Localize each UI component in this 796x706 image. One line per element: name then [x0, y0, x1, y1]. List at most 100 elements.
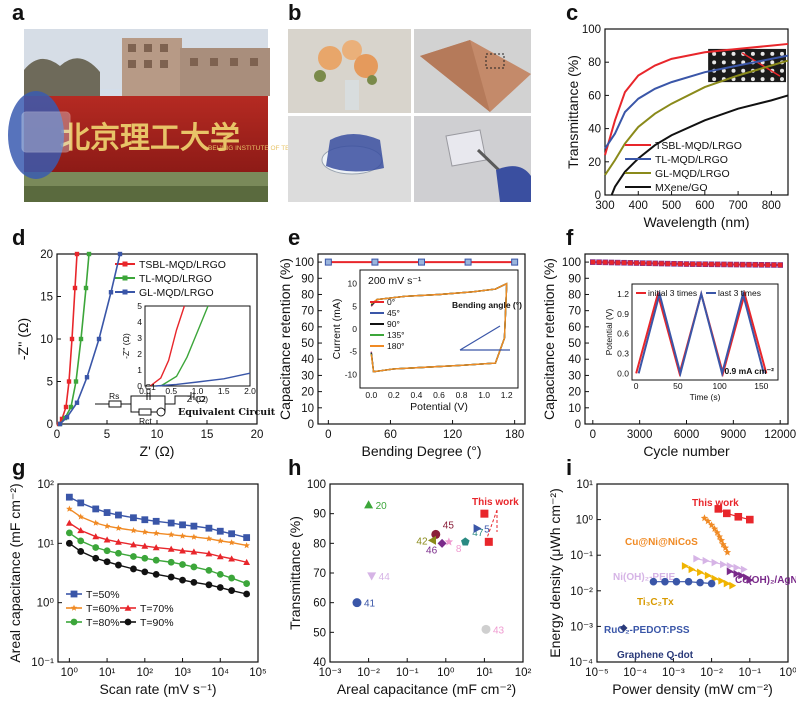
g-point [190, 563, 198, 571]
f-point [614, 259, 621, 266]
g-point [130, 565, 137, 573]
c-inset-dot [712, 51, 717, 56]
h-point-label: 44 [379, 572, 391, 583]
i-xtick-label: 10⁻³ [662, 667, 685, 679]
e-ytick-label: 20 [301, 387, 314, 399]
f-inset-ytick: 0.6 [617, 329, 629, 339]
c-series-line [610, 94, 789, 196]
d-circuit-rct [138, 408, 152, 416]
e-inset-annotation: Bending angle (°) [452, 300, 522, 310]
h-xtick-label: 10⁻³ [319, 667, 342, 679]
h-ylabel: Transmittance (%) [287, 516, 303, 630]
e-inset-legend-label: 135° [387, 330, 405, 340]
f-ytick-label: 90 [568, 273, 581, 285]
h-point [461, 537, 470, 546]
g-point [92, 533, 100, 540]
g-point [92, 519, 99, 526]
f-point [746, 261, 752, 268]
photo-folded-film [414, 29, 531, 113]
h-point-label: 42 [416, 536, 428, 547]
g-legend-label: T=90% [140, 617, 174, 629]
c-xtick-label: 700 [728, 200, 747, 212]
i-xtick-label: 10⁻² [700, 667, 723, 679]
d-legend-marker [122, 289, 128, 295]
e-inset-ytick: -10 [345, 369, 358, 379]
g-point [217, 537, 224, 544]
sign-text: 北京理工大学 [60, 121, 240, 156]
g-point [115, 511, 122, 519]
e-xtick-label: 0 [325, 429, 331, 441]
h-ytick-label: 80 [313, 538, 326, 550]
i-ytick-label: 10⁰ [576, 515, 594, 527]
h-ytick-label: 60 [313, 598, 326, 610]
c-inset-dot [741, 68, 746, 73]
g-plot-frame [57, 483, 259, 663]
e-inset-xtick: 0.0 [365, 390, 377, 400]
d-point [68, 404, 74, 410]
c-inset-dot [750, 51, 755, 56]
g-point [130, 541, 137, 548]
d-ytick-label: 20 [40, 249, 53, 261]
f-inset-ytick: 0.9 [617, 309, 629, 319]
d-point [84, 375, 90, 380]
g-point [243, 580, 251, 587]
i-plot-frame [596, 483, 789, 663]
g-point [77, 513, 84, 520]
photo-film-finger [288, 116, 411, 202]
i-point [711, 558, 719, 567]
h-point [367, 572, 377, 581]
d-inset-xtick: 1.0 [192, 386, 204, 396]
h-point-label: 41 [364, 599, 376, 610]
i-xtick-label: 10⁻⁴ [623, 667, 647, 679]
f-ytick-label: 30 [568, 370, 581, 382]
g-point [216, 527, 224, 535]
g-point [205, 535, 213, 542]
i-point [684, 577, 693, 586]
g-xlabel: Scan rate (mV s⁻¹) [99, 681, 216, 697]
f-point [727, 261, 734, 268]
e-point [511, 258, 519, 266]
g-legend-marker [70, 590, 78, 598]
i-series-label: Cu@Ni@NiCoS [625, 537, 698, 548]
e-ytick-label: 90 [301, 273, 314, 285]
g-point [103, 522, 111, 529]
f-inset-xlabel: Time (s) [690, 392, 721, 402]
d-inset-xtick: 2.0 [244, 386, 256, 396]
g-point [205, 524, 213, 532]
g-point [228, 555, 236, 562]
panel-letter-b: b [288, 0, 301, 25]
i-point [681, 562, 689, 570]
f-xtick-label: 0 [590, 429, 596, 441]
e-xtick-label: 60 [384, 429, 397, 441]
f-point [739, 261, 746, 268]
d-point [57, 421, 63, 427]
f-ytick-label: 100 [562, 257, 581, 269]
g-point [152, 570, 160, 578]
g-point [92, 554, 100, 562]
e-ytick-label: 60 [301, 322, 314, 334]
e-xtick-label: 120 [443, 429, 462, 441]
e-inset-xtick: 1.0 [478, 390, 490, 400]
g-point [130, 527, 137, 534]
i-point [707, 579, 716, 588]
e-ytick-label: 70 [301, 306, 314, 318]
c-xtick-label: 500 [662, 200, 681, 212]
d-circuit-c1 [146, 392, 151, 400]
g-point [103, 509, 111, 516]
c-inset-dot [780, 51, 784, 56]
c-series-line [604, 54, 789, 150]
f-point [590, 259, 596, 265]
c-xlabel: Wavelength (nm) [643, 214, 749, 230]
e-inset-ytick: 5 [352, 301, 357, 311]
d-point [96, 336, 102, 342]
d-series-line [58, 253, 78, 425]
c-xtick-label: 600 [695, 200, 714, 212]
g-point [141, 542, 149, 549]
h-this-work-label: This work [472, 497, 519, 508]
h-point-label: 8 [456, 544, 462, 555]
f-point [639, 260, 646, 266]
c-legend-label: TSBL-MQD/LRGO [655, 140, 742, 152]
panel-i: i10⁻⁵ 10⁻⁴ 10⁻³ 10⁻² 10⁻¹ 10⁰10⁻⁴10⁻³10⁻²10⁻¹… [547, 455, 796, 697]
g-legend-label: T=80% [86, 617, 120, 629]
